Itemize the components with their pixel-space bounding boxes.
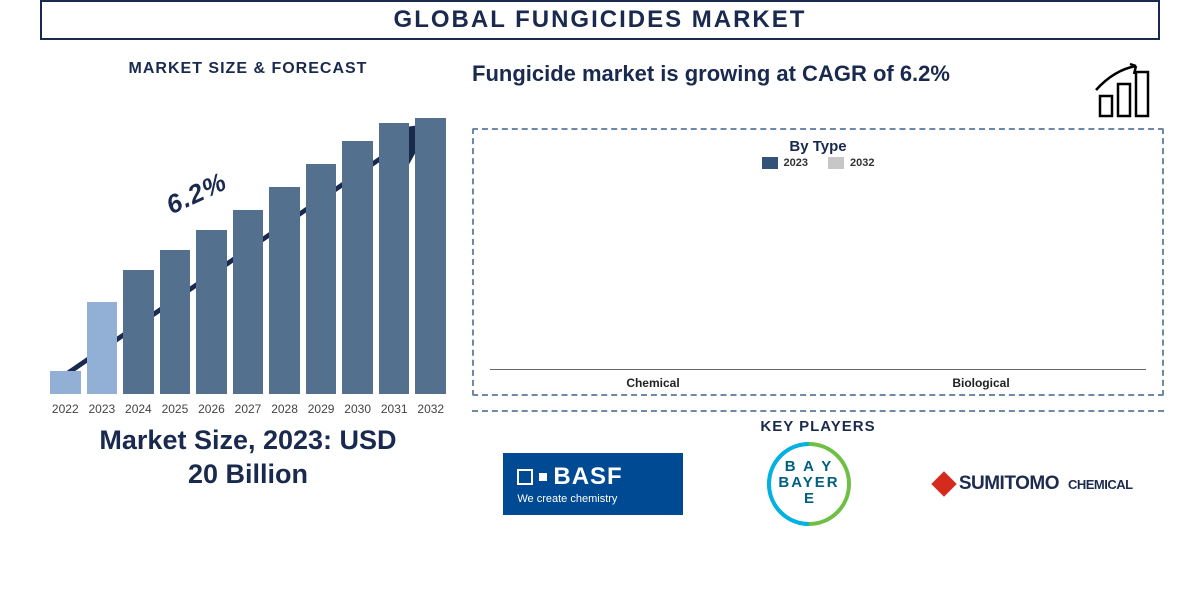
forecast-bars [50,106,446,394]
growth-chart-icon [1092,60,1164,118]
by-type-chart [490,175,1146,370]
by-type-panel: By Type 2023 2032 Chemical Biological [472,128,1164,396]
type-category-label: Biological [952,376,1009,390]
forecast-axis: 2022 2023 2024 2025 2026 2027 2028 2029 2030 2031… [50,402,446,416]
page-title: GLOBAL FUNGICIDES MARKET [42,6,1158,34]
forecast-bar [269,187,300,394]
forecast-bar [379,123,410,394]
forecast-chart: 6.2% 20222023202420252026202720282029203… [40,106,456,416]
forecast-bar [306,164,337,394]
forecast-bar [50,371,81,394]
svg-text:E: E [804,490,814,507]
legend-item: 2023 [762,157,808,169]
forecast-year-label: 2022 [50,402,81,416]
basf-dot-icon [539,473,547,481]
forecast-bar [415,118,446,394]
legend-label: 2023 [784,157,808,169]
forecast-year-label: 2028 [269,402,300,416]
legend-swatch [828,157,844,169]
key-players-logos: BASF We create chemistry B A Y BAYER E [472,441,1164,527]
by-type-legend: 2023 2032 [490,157,1146,169]
logo-bayer: B A Y BAYER E [766,441,852,527]
main-grid: MARKET SIZE & FORECAST 6.2% 202220232024… [20,52,1180,592]
legend-item: 2032 [828,157,874,169]
forecast-bar [196,230,227,394]
forecast-bar [233,210,264,394]
sumitomo-name-big: SUMITOMO [959,473,1059,495]
forecast-year-label: 2026 [196,402,227,416]
forecast-year-label: 2031 [379,402,410,416]
forecast-year-label: 2024 [123,402,154,416]
by-type-axis: Chemical Biological [490,376,1146,390]
forecast-year-label: 2023 [87,402,118,416]
forecast-bar [87,302,118,394]
sumitomo-name-small: CHEMICAL [1068,477,1133,492]
headline-row: Fungicide market is growing at CAGR of 6… [472,60,1164,118]
forecast-year-label: 2032 [415,402,446,416]
by-type-title: By Type [490,138,1146,155]
forecast-year-label: 2025 [160,402,191,416]
forecast-year-label: 2030 [342,402,373,416]
logo-basf: BASF We create chemistry [503,453,683,515]
infographic-root: GLOBAL FUNGICIDES MARKET MARKET SIZE & F… [0,0,1200,600]
svg-text:BAYER: BAYER [779,474,840,491]
key-players-title: KEY PLAYERS [472,418,1164,435]
logo-sumitomo: SUMITOMO CHEMICAL [935,473,1133,495]
title-bar: GLOBAL FUNGICIDES MARKET [40,0,1160,40]
svg-text:B A Y: B A Y [785,458,834,475]
basf-name: BASF [553,463,622,491]
market-size-caption: Market Size, 2023: USD 20 Billion [40,424,456,492]
market-size-line2: 20 Billion [188,459,308,489]
by-type-bars [490,175,1146,369]
market-size-line1: Market Size, 2023: USD [99,425,396,455]
forecast-bar [160,250,191,394]
forecast-year-label: 2029 [306,402,337,416]
basf-wordmark: BASF [517,463,669,491]
left-panel: MARKET SIZE & FORECAST 6.2% 202220232024… [20,52,460,592]
forecast-bar [342,141,373,394]
legend-swatch [762,157,778,169]
legend-label: 2032 [850,157,874,169]
key-players-panel: KEY PLAYERS BASF We create chemistry [472,410,1164,530]
right-panel: Fungicide market is growing at CAGR of 6… [472,52,1172,592]
forecast-year-label: 2027 [233,402,264,416]
forecast-section-title: MARKET SIZE & FORECAST [40,60,456,78]
headline-text: Fungicide market is growing at CAGR of 6… [472,60,1074,88]
basf-tagline: We create chemistry [517,493,669,505]
basf-square-icon [517,469,533,485]
type-category-label: Chemical [626,376,679,390]
forecast-bar [123,270,154,394]
sumitomo-diamond-icon [931,471,956,496]
